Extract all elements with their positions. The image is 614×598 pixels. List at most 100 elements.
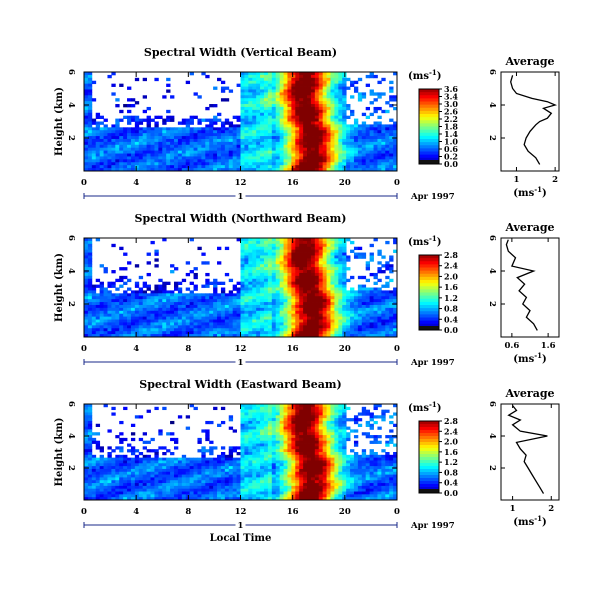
- heatmap-cell: [393, 293, 398, 297]
- heatmap-cell: [275, 249, 281, 253]
- heatmap-cell: [95, 310, 101, 315]
- heatmap-cell: [303, 243, 308, 248]
- heatmap-cell: [189, 147, 194, 152]
- heatmap-cell: [248, 423, 253, 427]
- heatmap-cell: [271, 144, 277, 149]
- heatmap-cell: [299, 437, 304, 442]
- heatmap-cell: [322, 281, 327, 285]
- heatmap-cell: [107, 290, 112, 294]
- heatmap-cell: [260, 293, 265, 297]
- heatmap-cell: [322, 72, 327, 76]
- heatmap-cell: [84, 261, 89, 265]
- heatmap-cell: [87, 141, 93, 146]
- heatmap-cell: [330, 77, 335, 82]
- heatmap-cell: [99, 130, 104, 134]
- heatmap-cell: [256, 429, 261, 433]
- heatmap-cell: [271, 153, 277, 157]
- heatmap-cell: [291, 418, 296, 422]
- heatmap-cell: [334, 281, 339, 285]
- heatmap-cell: [260, 316, 265, 320]
- heatmap-cell: [334, 156, 339, 160]
- heatmap-cell: [166, 130, 171, 134]
- heatmap-cell: [334, 72, 339, 76]
- heatmap-cell: [158, 460, 163, 464]
- heatmap-cell: [267, 147, 273, 152]
- heatmap-cell: [279, 101, 284, 105]
- y-tick-label: 4: [66, 268, 76, 274]
- heatmap-cell: [263, 252, 269, 256]
- heatmap-cell: [177, 147, 183, 152]
- heatmap-cell: [381, 460, 386, 464]
- heatmap-cell: [346, 136, 351, 140]
- heatmap-cell: [330, 440, 335, 444]
- heatmap-cell: [283, 136, 288, 140]
- heatmap-cell: [170, 304, 175, 309]
- heatmap-cell: [330, 258, 335, 262]
- heatmap-cell: [303, 101, 308, 105]
- heatmap-cell: [334, 138, 339, 143]
- heatmap-cell: [322, 334, 327, 338]
- heatmap-cell: [330, 72, 335, 76]
- heatmap-cell: [205, 162, 210, 166]
- heatmap-cell: [138, 153, 144, 157]
- heatmap-cell: [228, 449, 234, 453]
- heatmap-cell: [369, 255, 374, 259]
- heatmap-cell: [291, 252, 296, 256]
- heatmap-cell: [361, 144, 367, 149]
- heatmap-cell: [240, 284, 245, 288]
- heatmap-cell: [307, 284, 312, 288]
- heatmap-cell: [236, 115, 241, 119]
- heatmap-cell: [334, 112, 339, 117]
- heatmap-cell: [279, 95, 284, 99]
- heatmap-cell: [170, 307, 175, 312]
- heatmap-cell: [228, 136, 234, 140]
- heatmap-cell: [189, 238, 194, 242]
- heatmap-cell: [275, 281, 281, 285]
- heatmap-cell: [346, 162, 351, 166]
- heatmap-cell: [287, 92, 292, 96]
- heatmap-cell: [260, 290, 265, 294]
- heatmap-cell: [295, 121, 300, 125]
- heatmap-cell: [295, 267, 300, 271]
- heatmap-cell: [111, 130, 116, 134]
- heatmap-cell: [158, 446, 163, 450]
- heatmap-cell: [346, 104, 351, 108]
- heatmap-cell: [146, 454, 151, 459]
- heatmap-cell: [326, 418, 331, 422]
- heatmap-cell: [87, 98, 93, 102]
- heatmap-cell: [193, 267, 198, 271]
- heatmap-cell: [252, 325, 257, 329]
- heatmap-cell: [193, 138, 198, 143]
- heatmap-cell: [248, 322, 253, 326]
- heatmap-cell: [263, 104, 269, 108]
- heatmap-cell: [334, 313, 339, 318]
- heatmap-cell: [232, 159, 237, 163]
- heatmap-cell: [138, 460, 144, 464]
- heatmap-cell: [146, 252, 151, 256]
- heatmap-cell: [87, 440, 93, 444]
- heatmap-cell: [330, 420, 335, 425]
- heatmap-cell: [170, 150, 175, 154]
- heatmap-cell: [181, 141, 187, 146]
- heatmap-cell: [228, 127, 234, 131]
- heatmap-cell: [369, 426, 374, 430]
- heatmap-cell: [260, 252, 265, 256]
- heatmap-cell: [377, 313, 382, 318]
- heatmap-cell: [310, 267, 316, 271]
- colorbar-swatch: [419, 280, 439, 284]
- heatmap-cell: [224, 133, 230, 137]
- heatmap-cell: [389, 457, 394, 461]
- heatmap-cell: [252, 307, 257, 312]
- heatmap-cell: [314, 307, 320, 312]
- heatmap-cell: [217, 156, 222, 160]
- heatmap-cell: [142, 150, 147, 154]
- heatmap-cell: [267, 325, 273, 329]
- heatmap-cell: [232, 165, 237, 169]
- heatmap-cell: [158, 322, 163, 326]
- heatmap-cell: [267, 72, 273, 76]
- heatmap-cell: [91, 150, 97, 154]
- heatmap-cell: [307, 121, 312, 125]
- heatmap-cell: [240, 404, 245, 408]
- heatmap-cell: [373, 299, 378, 303]
- heatmap-cell: [369, 452, 374, 456]
